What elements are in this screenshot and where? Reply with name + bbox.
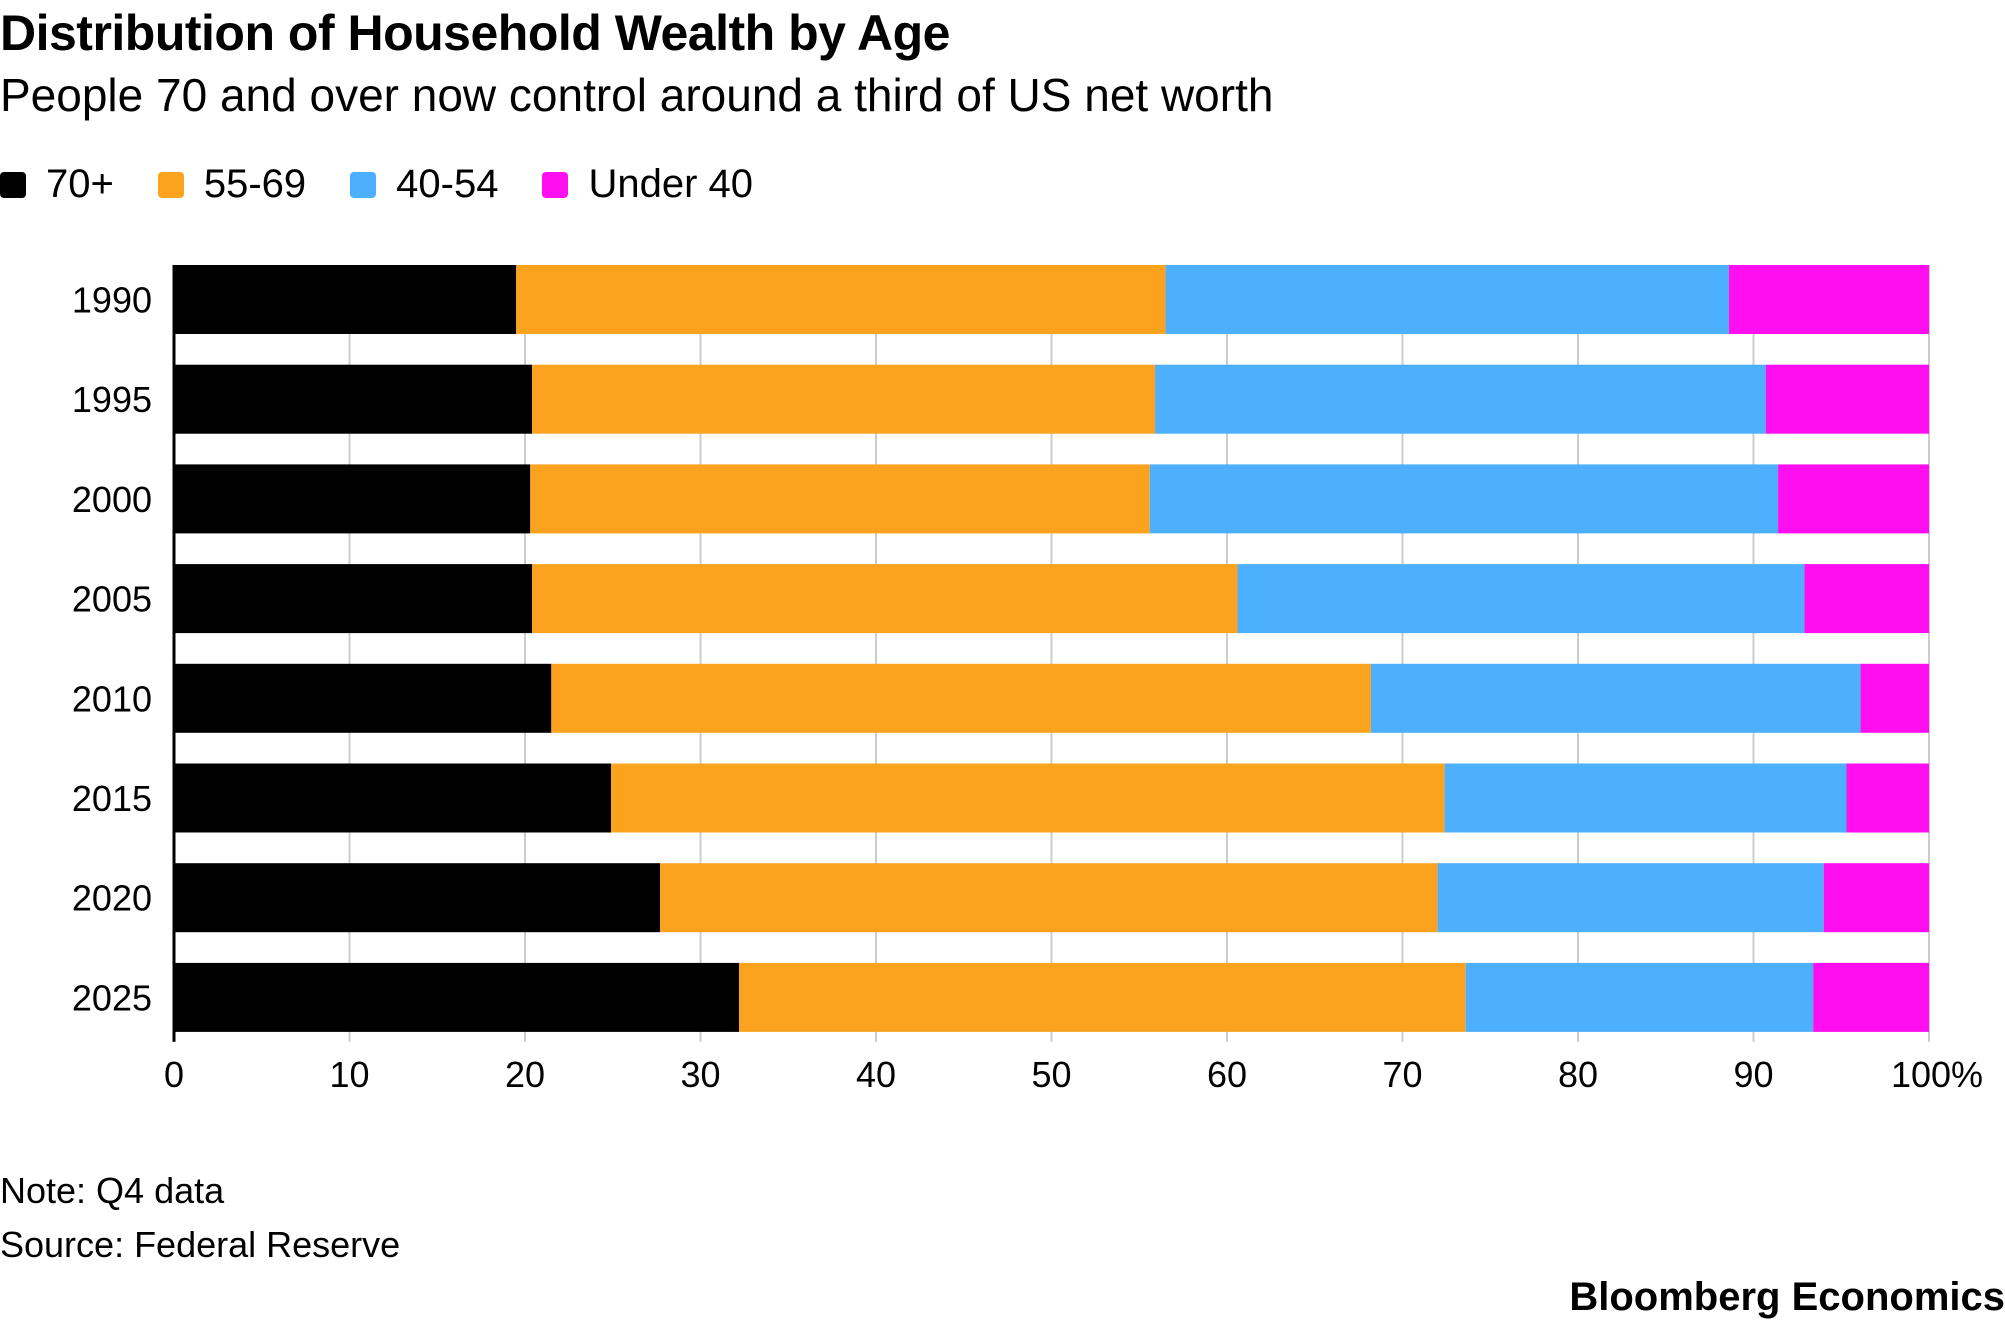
x-tick-label: 0 [164, 1054, 184, 1095]
bar-segment-4054 [1437, 863, 1824, 933]
y-tick-label: 2000 [72, 479, 152, 520]
bar-segment-under40 [1823, 863, 1929, 933]
bar-segment-70 [174, 564, 533, 634]
bar-segment-5569 [610, 763, 1445, 833]
x-tick-label: 20 [505, 1054, 545, 1095]
bar-segment-4054 [1165, 265, 1729, 334]
x-tick-label: 90 [1733, 1054, 1773, 1095]
x-tick-label: 100% [1891, 1054, 1983, 1095]
y-tick-label: 1990 [72, 280, 152, 321]
bar-segment-70 [174, 464, 531, 534]
source: Source: Federal Reserve [0, 1224, 401, 1265]
chart-subtitle: People 70 and over now control around a … [0, 69, 1274, 121]
bar-segment-4054 [1444, 763, 1847, 833]
bar-segment-under40 [1860, 663, 1929, 733]
x-tick-label: 70 [1382, 1054, 1422, 1095]
bar-segment-70 [174, 364, 533, 434]
legend-label: 55-69 [203, 162, 307, 206]
legend-item: 70+ [0, 162, 114, 207]
legend-swatch [157, 171, 184, 198]
bar-segment-4054 [1237, 564, 1805, 634]
x-tick-label: 60 [1207, 1054, 1247, 1095]
legend-item: 40-54 [350, 162, 498, 207]
x-tick-label: 80 [1558, 1054, 1598, 1095]
chart-title: Distribution of Household Wealth by Age [0, 5, 950, 61]
bar-segment-4054 [1149, 464, 1779, 534]
bar-segment-5569 [532, 364, 1156, 434]
bar-segment-5569 [532, 564, 1238, 634]
bar-segment-5569 [516, 265, 1166, 334]
bar-segment-5569 [660, 863, 1438, 933]
bar-segment-70 [174, 663, 552, 733]
bar-segment-4054 [1370, 663, 1861, 733]
y-tick-label: 1995 [72, 379, 152, 420]
note: Note: Q4 data [0, 1170, 225, 1211]
legend-item: 55-69 [157, 162, 307, 207]
bar-segment-under40 [1804, 564, 1929, 634]
legend-swatch [350, 171, 377, 198]
bar-segment-under40 [1813, 962, 1929, 1032]
bar-segment-under40 [1778, 464, 1929, 534]
bar-segment-70 [174, 265, 517, 334]
x-tick-label: 30 [680, 1054, 720, 1095]
legend-swatch [0, 171, 26, 198]
y-tick-label: 2025 [72, 977, 152, 1018]
bar-segment-under40 [1728, 265, 1929, 334]
y-tick-label: 2015 [72, 778, 152, 819]
y-tick-label: 2005 [72, 579, 152, 620]
bar-segment-70 [174, 962, 740, 1032]
legend-swatch [542, 171, 569, 198]
x-tick-label: 10 [329, 1054, 369, 1095]
y-tick-label: 2020 [72, 878, 152, 919]
y-tick-label: 2010 [72, 678, 152, 719]
bar-segment-under40 [1765, 364, 1929, 434]
bar-segment-4054 [1465, 962, 1814, 1032]
bar-segment-70 [174, 763, 611, 833]
bar-segment-70 [174, 863, 661, 933]
legend-item: Under 40 [542, 162, 753, 207]
legend-label: Under 40 [588, 162, 754, 206]
bar-segment-5569 [530, 464, 1150, 534]
legend-label: 70+ [46, 162, 114, 206]
legend-label: 40-54 [396, 162, 499, 206]
bar-segment-4054 [1155, 364, 1766, 434]
bar-segment-under40 [1846, 763, 1929, 833]
brand-logo-text: Bloomberg Economics [1569, 1275, 2005, 1319]
x-tick-label: 50 [1031, 1054, 1071, 1095]
x-tick-label: 40 [856, 1054, 896, 1095]
legend: 70+ 55-69 40-54 Under 40 [0, 162, 753, 207]
bar-segment-5569 [551, 663, 1371, 733]
bar-segment-5569 [739, 962, 1466, 1032]
